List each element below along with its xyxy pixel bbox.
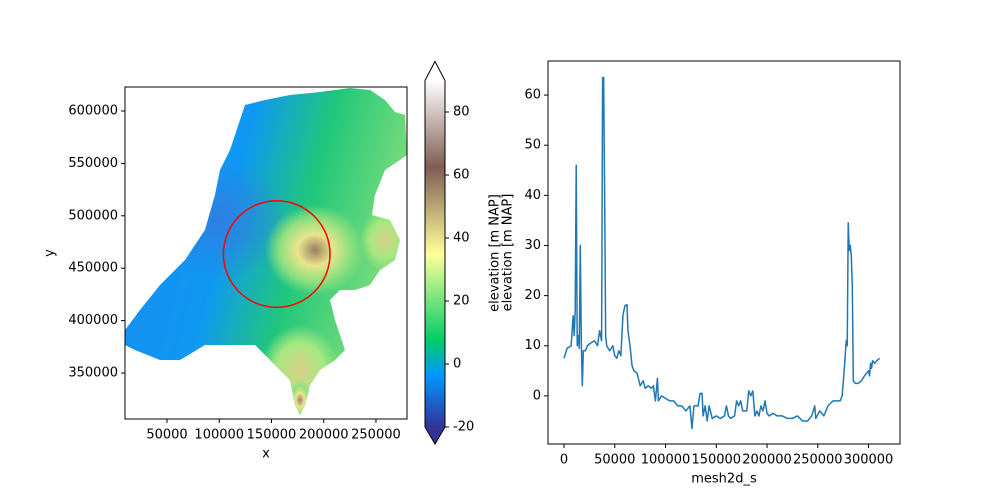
colorbar-extend-high	[425, 61, 445, 81]
y-tick-label: 50	[524, 138, 541, 153]
x-tick-label: 250000	[351, 428, 401, 443]
y-tick-label: 350000	[68, 365, 118, 380]
x-tick-label: 250000	[793, 453, 843, 468]
x-tick-label: 200000	[742, 453, 792, 468]
axes-frame	[124, 86, 408, 420]
x-tick-label: 0	[560, 453, 568, 468]
selection-circle	[222, 200, 331, 309]
colorbar-tick-label: 80	[453, 105, 470, 120]
x-tick-label: 150000	[691, 453, 741, 468]
y-tick-label: 40	[524, 188, 541, 203]
colorbar-tick-label: 60	[453, 168, 470, 183]
y-tick-label: 20	[524, 288, 541, 303]
x-tick-label: 300000	[844, 453, 894, 468]
x-tick-label: 50000	[146, 428, 187, 443]
y-axis-label: elevation [m NAP]	[501, 194, 516, 312]
x-tick-label: 50000	[594, 453, 635, 468]
colorbar-tick-label: 20	[453, 294, 470, 309]
colorbar-tick-label: 0	[453, 357, 461, 372]
x-tick-label: 150000	[247, 428, 297, 443]
x-tick-label: 100000	[641, 453, 691, 468]
colorbar	[425, 80, 445, 427]
line-series	[563, 76, 881, 430]
colorbar-label: elevation [m NAP]	[488, 194, 503, 312]
map-area	[125, 88, 407, 415]
axes-frame	[547, 60, 901, 445]
x-axis-label: mesh2d_s	[691, 472, 757, 487]
y-tick-label: 550000	[68, 156, 118, 171]
x-tick-label: 200000	[299, 428, 349, 443]
y-tick-label: 30	[524, 238, 541, 253]
y-tick-label: 600000	[68, 103, 118, 118]
y-tick-label: 450000	[68, 261, 118, 276]
y-tick-label: 400000	[68, 313, 118, 328]
x-tick-label: 100000	[194, 428, 244, 443]
y-tick-label: 60	[524, 88, 541, 103]
map-shade	[360, 210, 407, 270]
x-axis-label: x	[262, 447, 270, 462]
map-shade	[265, 205, 365, 295]
colorbar-extend-low	[425, 427, 445, 444]
map-shade	[288, 380, 312, 415]
y-tick-label: 500000	[68, 208, 118, 223]
y-tick-label: 10	[524, 338, 541, 353]
y-tick-label: 0	[533, 388, 541, 403]
colorbar-tick-label: 40	[453, 231, 470, 246]
y-axis-label: y	[43, 249, 58, 257]
colorbar-tick-label: -20	[453, 420, 474, 435]
